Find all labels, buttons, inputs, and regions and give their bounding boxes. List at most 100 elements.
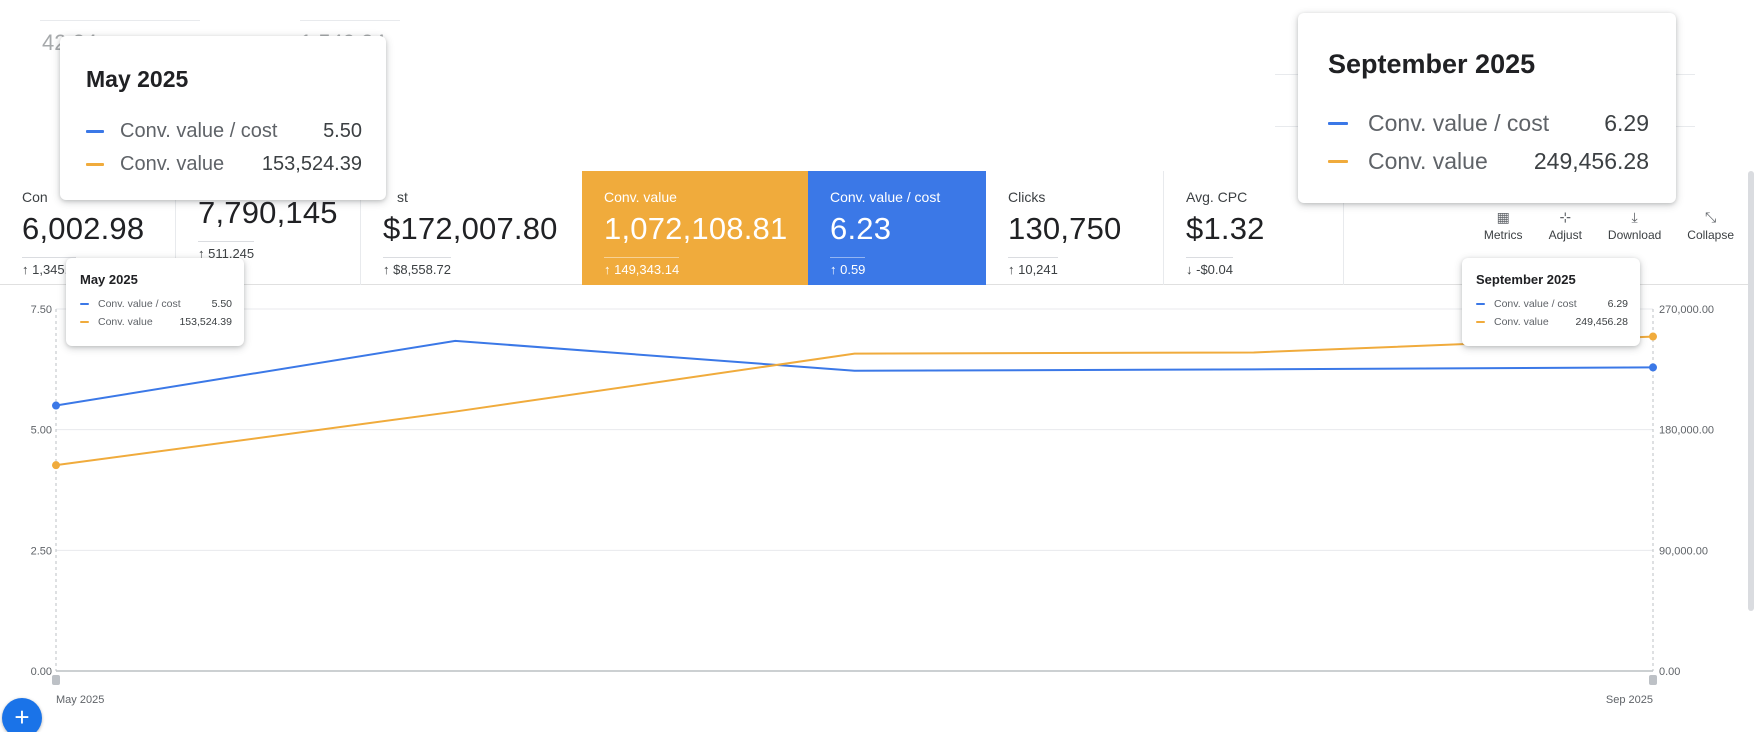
series-value: 153,524.39: [261, 153, 362, 175]
series-value: 249,456.28: [1575, 316, 1628, 328]
left-axis-tick-label: 0.00: [31, 666, 52, 678]
data-point: [52, 461, 60, 470]
scorecard-value: $1.32: [1186, 211, 1265, 246]
series-name: Conv. value: [120, 153, 225, 175]
scorecard-delta: ↑ 0.59: [830, 257, 866, 277]
tooltip-september-2025: September 2025 Conv. value / cost 6.29 C…: [1462, 258, 1640, 346]
scorecard-value: 1,072,108.81: [604, 211, 788, 246]
add-button[interactable]: +: [2, 698, 42, 732]
adjust-button[interactable]: ⊹ Adjust: [1549, 206, 1582, 242]
adjust-label: Adjust: [1548, 228, 1582, 242]
scorecard-avg-cpc[interactable]: Avg. CPC $1.32 ↓ -$0.04: [1164, 171, 1344, 285]
series-value: 6.29: [1604, 109, 1649, 136]
tooltip-title: May 2025: [86, 66, 189, 92]
series-line: [55, 335, 1654, 467]
scorecard-delta: ↑ 149,343.14: [604, 257, 680, 277]
scorecard-delta: ↑ 10,241: [1008, 257, 1058, 277]
scorecard-delta: ↑ $8,558.72: [383, 257, 451, 277]
tooltip-row-conv-value: Conv. value 153,524.39: [80, 313, 232, 331]
collapse-button[interactable]: ⤡ Collapse: [1687, 206, 1734, 242]
tooltip-row-conv-value-per-cost: Conv. value / cost 5.50: [80, 295, 232, 313]
series-value: 6.29: [1607, 298, 1628, 310]
orange-swatch: [80, 321, 89, 323]
series-name: Conv. value / cost: [1368, 109, 1550, 136]
scorecard-value: $172,007.80: [383, 211, 558, 246]
blue-swatch: [1476, 303, 1485, 305]
right-axis-tick-label: 270,000.00: [1659, 304, 1714, 316]
scorecard-label: Clicks: [1008, 189, 1046, 205]
collapse-icon: ⤡: [1705, 209, 1717, 225]
scorecard-label: Avg. CPC: [1186, 189, 1248, 205]
orange-swatch: [86, 163, 104, 166]
scorecard-cost[interactable]: st $172,007.80 ↑ $8,558.72: [361, 171, 582, 285]
x-axis-tick-label: May 2025: [56, 694, 104, 706]
scorecard-strip: Con 6,002.98 ↑ 1,345.1 7,790,145 ↑ 511,2…: [0, 171, 1754, 285]
scorecard-label: Con: [22, 189, 48, 205]
scorecard-impressions[interactable]: 7,790,145 ↑ 511,245: [176, 171, 361, 285]
metrics-button[interactable]: ▦ Metrics: [1484, 206, 1523, 242]
series-name: Conv. value: [98, 316, 153, 328]
series-value: 153,524.39: [179, 316, 232, 328]
series-line: [55, 339, 1654, 407]
data-point: [52, 401, 60, 410]
scorecard-conversions[interactable]: Con 6,002.98 ↑ 1,345.1: [0, 171, 176, 285]
range-handle-end: [1649, 675, 1657, 685]
range-handle-start: [52, 675, 60, 685]
tooltip-row-conv-value-per-cost: Conv. value / cost 6.29: [1328, 104, 1649, 142]
series-value: 5.50: [211, 298, 232, 310]
download-icon: ⤓: [1631, 209, 1638, 225]
right-axis-tick-label: 180,000.00: [1659, 425, 1714, 437]
scorecard-value: 130,750: [1008, 211, 1122, 246]
tooltip-title: September 2025: [1328, 49, 1536, 79]
scorecard-conv-value-per-cost[interactable]: Conv. value / cost 6.23 ↑ 0.59: [808, 171, 986, 285]
left-axis-tick-label: 5.00: [31, 425, 52, 437]
orange-swatch: [1328, 159, 1348, 163]
tooltip-title: September 2025: [1476, 272, 1576, 287]
right-axis-tick-label: 90,000.00: [1659, 545, 1708, 557]
chart-toolbar: ▦ Metrics ⊹ Adjust ⤓ Download ⤡ Collapse: [1484, 206, 1734, 242]
blue-swatch: [80, 303, 89, 305]
scorecard-value: 6.23: [830, 211, 892, 246]
scorecard-delta: ↓ -$0.04: [1186, 257, 1233, 277]
series-name: Conv. value / cost: [1494, 298, 1577, 310]
download-label: Download: [1607, 228, 1662, 242]
series-value: 249,456.28: [1533, 147, 1649, 174]
orange-swatch: [1476, 321, 1485, 323]
tooltip-september-2025-large: September 2025 Conv. value / cost 6.29 C…: [1298, 13, 1676, 203]
metrics-label: Metrics: [1483, 228, 1523, 242]
tooltip-may-2025: May 2025 Conv. value / cost 5.50 Conv. v…: [66, 258, 244, 346]
blue-swatch: [86, 130, 104, 133]
series-value: 5.50: [323, 120, 362, 142]
scorecard-label: Conv. value / cost: [830, 189, 941, 205]
collapse-label: Collapse: [1687, 228, 1734, 242]
scorecard-value: 6,002.98: [22, 211, 145, 246]
background-divider: [300, 20, 400, 21]
series-name: Conv. value: [1494, 316, 1549, 328]
scorecard-label: st: [397, 189, 408, 205]
right-axis-tick-label: 0.00: [1659, 666, 1680, 678]
tooltip-row-conv-value-per-cost: Conv. value / cost 5.50: [86, 115, 362, 148]
x-axis-tick-label: Sep 2025: [1606, 694, 1653, 706]
download-button[interactable]: ⤓ Download: [1608, 206, 1661, 242]
tooltip-title: May 2025: [80, 272, 138, 287]
metrics-icon: ▦: [1496, 209, 1510, 225]
tooltip-row-conv-value: Conv. value 249,456.28: [1476, 313, 1628, 331]
tooltip-row-conv-value: Conv. value 249,456.28: [1328, 142, 1649, 180]
series-name: Conv. value / cost: [98, 298, 181, 310]
scorecard-value: 7,790,145: [198, 195, 338, 230]
left-axis-tick-label: 7.50: [31, 304, 52, 316]
scorecard-conv-value[interactable]: Conv. value 1,072,108.81 ↑ 149,343.14: [582, 171, 808, 285]
data-point: [1649, 332, 1657, 341]
background-divider: [40, 20, 200, 21]
line-chart[interactable]: 0.00 2.50 5.00 7.50 0.00 90,000.00 180,000.00 2…: [0, 285, 1754, 725]
tooltip-may-2025-large: May 2025 Conv. value / cost 5.50 Conv. v…: [60, 36, 386, 200]
vertical-scrollbar[interactable]: [1748, 171, 1754, 611]
tooltip-row-conv-value: Conv. value 153,524.39: [86, 148, 362, 181]
scorecard-delta: ↑ 1,345.1: [22, 257, 76, 277]
series-name: Conv. value / cost: [120, 120, 278, 142]
tooltip-row-conv-value-per-cost: Conv. value / cost 6.29: [1476, 295, 1628, 313]
series-name: Conv. value: [1368, 147, 1488, 174]
scorecard-clicks[interactable]: Clicks 130,750 ↑ 10,241: [986, 171, 1164, 285]
plus-icon: +: [14, 702, 30, 732]
scorecard-delta: ↑ 511,245: [198, 241, 255, 261]
